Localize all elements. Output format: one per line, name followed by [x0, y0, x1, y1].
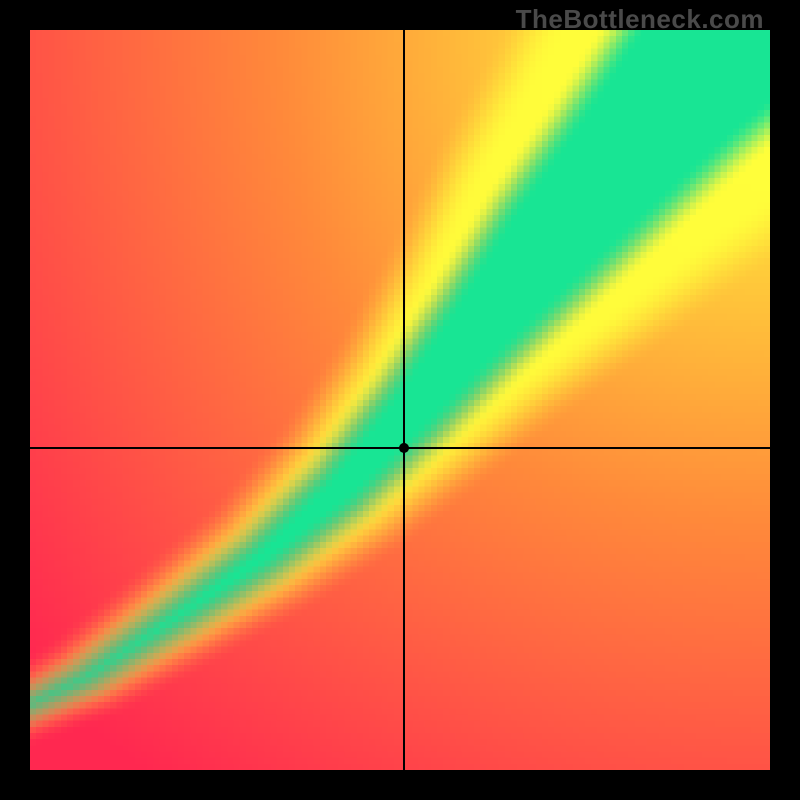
plot-area	[30, 30, 770, 770]
crosshair-dot	[398, 442, 410, 454]
crosshair-vertical	[403, 30, 405, 770]
watermark-text: TheBottleneck.com	[516, 4, 764, 35]
heatmap-canvas	[30, 30, 770, 770]
chart-frame: TheBottleneck.com	[0, 0, 800, 800]
